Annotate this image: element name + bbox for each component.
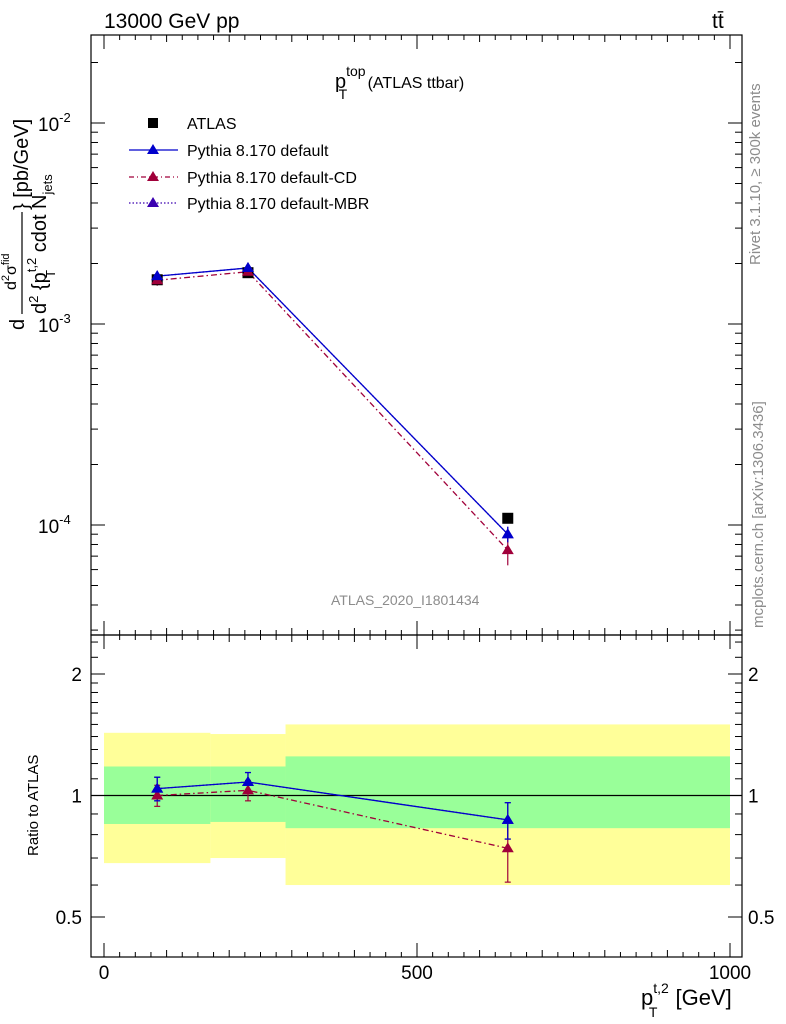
ratio-point-cd (151, 789, 164, 800)
ratio-point-default (151, 782, 164, 793)
plot-title: ptop T (ATLAS ttbar) (335, 63, 464, 102)
main-y-tick-label: 10-2 (38, 110, 71, 136)
ylabel-den-rest: {p (29, 272, 51, 295)
title-sub: T (339, 86, 348, 102)
ratio-point-cd (501, 842, 514, 853)
main-point-cd (501, 544, 514, 555)
legend-label-atlas: ATLAS (187, 116, 237, 133)
title-p: p (335, 71, 346, 93)
main-y-tick-label: 10-4 (38, 512, 71, 538)
ratio-x-tick-label: 1000 (709, 963, 751, 984)
ratio-y-tick-label-right: 0.5 (748, 908, 774, 929)
x-axis-label: pt,2 T [GeV] (641, 980, 732, 1020)
ratio-y-tick-label-right: 2 (748, 665, 759, 686)
ylabel-top-d: d (7, 319, 29, 330)
legend-marker-mbr (147, 197, 159, 207)
xlabel-p: p (641, 985, 653, 1010)
legend-label-mbr: Pythia 8.170 default-MBR (187, 196, 369, 213)
ratio-uncertainty-bands (91, 724, 742, 886)
main-point-default (241, 261, 254, 272)
xlabel-sup: t,2 (653, 980, 669, 996)
ratio-point-default (501, 813, 514, 824)
ylabel-den-sup: t,2 (24, 258, 39, 272)
ratio-x-tick-label: 500 (401, 963, 433, 984)
ratio-point-cd (241, 784, 254, 795)
main-panel: 10-2 10-3 10-4 ptop T (ATLAS ttbar) ATLAS_2… (0, 34, 743, 636)
main-point-default (151, 270, 164, 281)
ylabel-den-jets: jets (40, 174, 55, 196)
mcplots-credit-label: mcplots.cern.ch [arXiv:1306.3436] (750, 401, 767, 628)
main-data-series (151, 261, 514, 566)
ylabel-denominator: d2 {pt,2T cdot Njets (24, 174, 58, 314)
main-axis-ticks (91, 35, 742, 635)
legend-label-default: Pythia 8.170 default (187, 143, 329, 160)
ylabel-sigma: σ (3, 265, 20, 275)
ylabel-den-cdot: cdot N (29, 195, 51, 258)
ylabel-unit: } [pb/GeV] (11, 119, 33, 210)
ratio-y-tick-labels: 2 2 1 1 0.5 0.5 (56, 665, 775, 929)
main-y-axis-label: d d2σfid } [pb/GeV] d2 {pt,2T cdot Njets (0, 119, 58, 330)
rivet-version-label: Rivet 3.1.10, ≥ 300k events (747, 83, 764, 265)
header-process-label: tt̄ (712, 10, 724, 33)
main-point-default (501, 528, 514, 539)
ratio-axis-ticks (91, 635, 742, 957)
legend-marker-cd (147, 171, 159, 181)
ratio-x-tick-labels: 0 500 1000 (99, 963, 751, 984)
ratio-point-default (241, 776, 254, 787)
ylabel-den-sub: T (43, 270, 58, 278)
ylabel-numerator: d (7, 319, 29, 330)
ratio-panel: 2 2 1 1 0.5 0.5 0 500 1000 Ratio to ATLAS pt,2 T… (25, 634, 775, 1020)
ylabel-fid: fid (0, 253, 12, 265)
ratio-y-tick-label-left: 1 (71, 787, 82, 808)
ratio-x-tick-label: 0 (99, 963, 110, 984)
ratio-data-series (151, 771, 514, 883)
xlabel-rest: [GeV] (669, 985, 731, 1010)
legend-label-cd: Pythia 8.170 default-CD (187, 170, 357, 187)
legend-marker-atlas (148, 118, 158, 128)
main-line-cd (157, 271, 509, 551)
main-y-tick-label: 10-3 (38, 311, 71, 337)
ratio-y-tick-label-left: 0.5 (56, 908, 82, 929)
legend: ATLAS Pythia 8.170 default Pythia 8.170 … (129, 116, 369, 213)
main-y-tick-labels: 10-2 10-3 10-4 (38, 110, 71, 538)
ratio-y-axis-label: Ratio to ATLAS (25, 755, 42, 856)
ylabel-frac-d: d (3, 281, 20, 290)
title-rest: (ATLAS ttbar) (363, 75, 464, 92)
ylabel-inner-numerator: d2σfid (0, 253, 20, 290)
xlabel-sub: T (649, 1004, 658, 1020)
ylabel-den-d: d (29, 303, 51, 314)
header-collision-label: 13000 GeV pp (104, 10, 239, 33)
legend-marker-default (147, 144, 159, 154)
ratio-y-tick-label-left: 2 (71, 665, 82, 686)
ratio-y-tick-label-right: 1 (748, 787, 759, 808)
analysis-watermark: ATLAS_2020_I1801434 (331, 592, 480, 608)
main-point-atlas (502, 512, 514, 524)
title-sup: top (346, 63, 366, 79)
